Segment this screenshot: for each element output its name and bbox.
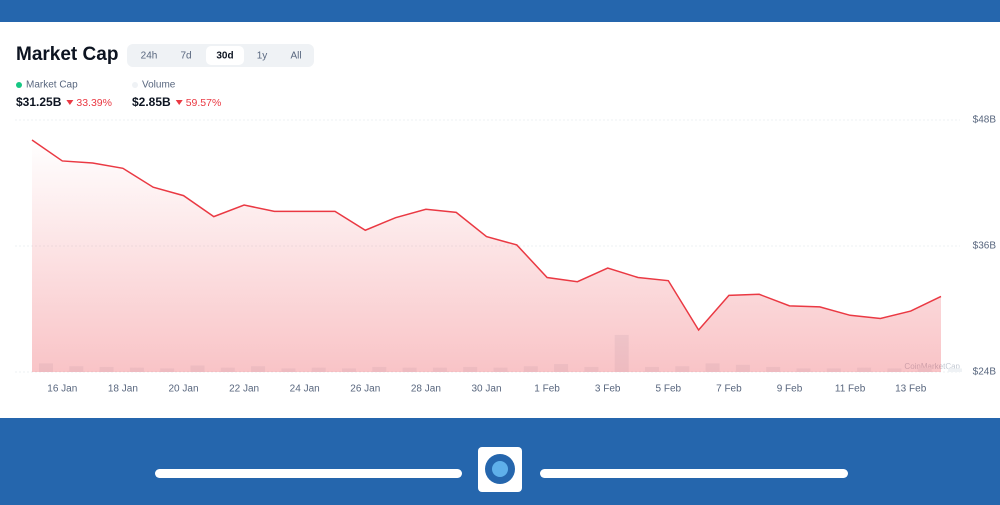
down-arrow	[66, 100, 74, 105]
legend-label[interactable]: Market Cap	[26, 80, 78, 91]
volume-bar	[948, 368, 962, 372]
legend-label[interactable]: Volume	[142, 80, 176, 91]
x-tick-label: 1 Feb	[534, 384, 560, 395]
tab[interactable]: 24h	[141, 51, 158, 62]
line	[31, 139, 942, 332]
y-tick-label: $24B	[973, 367, 997, 378]
summary-value: $31.25B	[16, 95, 62, 109]
tab[interactable]: All	[290, 51, 301, 62]
y-tick-label: $36B	[973, 241, 997, 252]
x-tick-label: 11 Feb	[835, 384, 866, 395]
tab[interactable]: 7d	[180, 51, 191, 62]
x-tick-label: 24 Jan	[290, 384, 320, 395]
x-tick-label: 22 Jan	[229, 384, 259, 395]
summary-value: $2.85B	[132, 95, 171, 109]
x-tick-label: 18 Jan	[108, 384, 138, 395]
legend-dot	[132, 82, 138, 88]
x-tick-label: 30 Jan	[471, 384, 501, 395]
logo-core	[492, 461, 508, 477]
y-tick-label: $48B	[973, 115, 997, 126]
summary-change: 33.39%	[76, 97, 112, 109]
x-tick-label: 26 Jan	[350, 384, 380, 395]
slider-right[interactable]	[540, 469, 848, 478]
x-tick-label: 16 Jan	[47, 384, 77, 395]
legend-dot	[16, 82, 22, 88]
tab-active	[206, 46, 244, 65]
chart-title: Market Cap	[16, 44, 118, 65]
x-tick-label: 9 Feb	[777, 384, 803, 395]
x-tick-label: 5 Feb	[656, 384, 682, 395]
down-arrow	[175, 100, 183, 105]
slider-left[interactable]	[155, 469, 462, 478]
x-tick-label: 3 Feb	[595, 384, 621, 395]
x-tick-label: 28 Jan	[411, 384, 441, 395]
x-tick-label: 20 Jan	[168, 384, 198, 395]
x-tick-label: 13 Feb	[895, 384, 927, 395]
summary-change: 59.57%	[186, 97, 222, 109]
x-tick-label: 7 Feb	[716, 384, 742, 395]
area	[32, 139, 941, 372]
tab[interactable]: 30d	[216, 51, 233, 62]
tab[interactable]: 1y	[257, 51, 268, 62]
